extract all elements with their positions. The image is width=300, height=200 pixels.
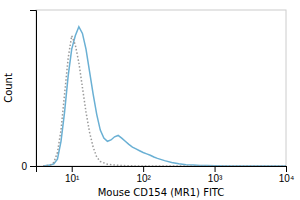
y-axis-line xyxy=(30,11,37,167)
x-tick-label: 10² xyxy=(136,173,151,184)
series-line xyxy=(43,36,286,166)
y-tick: 0 xyxy=(21,161,36,172)
plot: 10¹ 10² 10³ 10⁴ 0 xyxy=(21,10,294,184)
series-line xyxy=(43,27,286,166)
x-tick-mark xyxy=(215,166,216,172)
y-axis: 0 xyxy=(21,11,36,172)
x-tick-label: 10¹ xyxy=(65,173,80,184)
x-tick: 10³ xyxy=(208,166,223,184)
x-tick: 10⁴ xyxy=(279,166,294,184)
x-axis-line xyxy=(37,167,287,173)
x-axis-title: Mouse CD154 (MR1) FITC xyxy=(98,187,225,198)
x-tick-mark xyxy=(286,166,287,172)
x-tick-mark xyxy=(72,166,73,172)
x-tick-label: 10³ xyxy=(208,173,223,184)
x-tick-label: 10⁴ xyxy=(279,173,294,184)
y-tick-label: 0 xyxy=(21,161,27,172)
chart: 10¹ 10² 10³ 10⁴ 0 Mouse CD154 (MR1) FITC Count xyxy=(0,0,300,200)
y-tick-mark xyxy=(30,166,36,167)
lines xyxy=(43,27,286,166)
y-axis-title: Count xyxy=(3,73,14,103)
x-tick: 10¹ xyxy=(65,166,80,184)
x-tick: 10² xyxy=(136,166,151,184)
x-axis: 10¹ 10² 10³ 10⁴ xyxy=(37,166,295,184)
plot-frame xyxy=(36,10,286,166)
x-tick-mark xyxy=(143,166,144,172)
